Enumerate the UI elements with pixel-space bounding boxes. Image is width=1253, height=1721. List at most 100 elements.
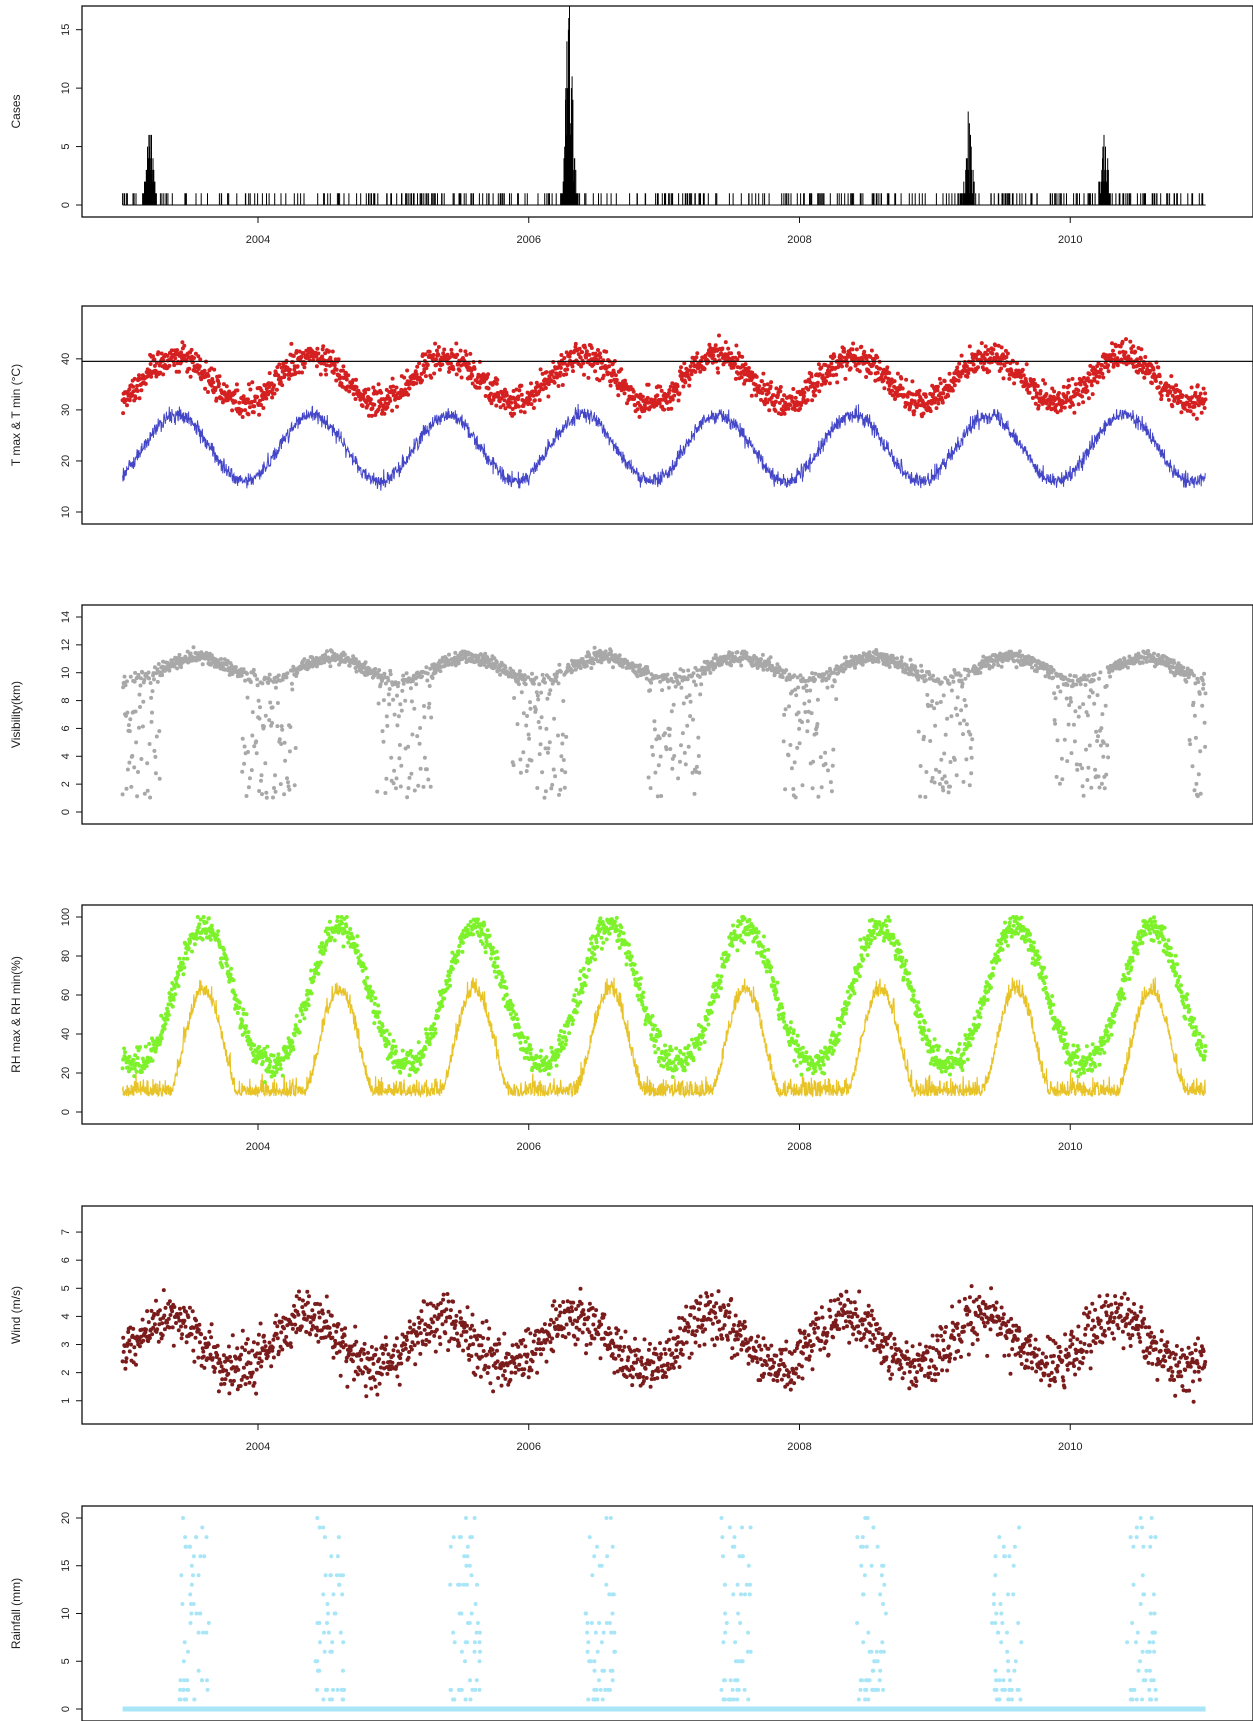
visibility-point — [493, 663, 498, 668]
tmax-point — [1041, 378, 1046, 383]
visibility-point — [424, 767, 429, 772]
visibility-point — [999, 664, 1004, 669]
visibility-point — [959, 678, 964, 683]
rhmax-point — [280, 1073, 285, 1078]
tmax-point — [518, 409, 523, 414]
visibility-point — [1118, 658, 1123, 663]
visibility-point — [591, 661, 596, 666]
tmax-point — [1095, 364, 1100, 369]
tmax-point — [677, 391, 682, 396]
tmax-point — [829, 361, 834, 366]
tmax-point — [230, 408, 235, 413]
rhmax-point — [158, 1039, 163, 1044]
tmax-point — [378, 401, 383, 406]
tmax-point — [971, 362, 976, 367]
tmax-point — [437, 367, 442, 372]
visibility-point — [266, 681, 271, 685]
visibility-point — [1086, 765, 1091, 770]
tmax-point — [390, 376, 395, 381]
tmax-point — [385, 405, 390, 410]
tmax-point — [458, 348, 463, 353]
visibility-point — [288, 725, 293, 729]
tmax-point — [370, 406, 375, 411]
tmax-point — [344, 387, 349, 392]
visibility-point — [910, 672, 915, 677]
rhmax-point — [122, 1046, 127, 1051]
tmax-point — [848, 352, 853, 357]
visibility-point — [946, 790, 951, 795]
visibility-point — [403, 698, 408, 703]
tmax-point — [425, 363, 430, 367]
tmax-point — [423, 374, 428, 379]
tmax-point — [334, 378, 339, 383]
tmax-point — [502, 398, 507, 403]
rhmax-point — [244, 1024, 248, 1029]
plot-frame — [81, 5, 1253, 218]
visibility-point — [253, 673, 258, 678]
visibility-point — [961, 779, 966, 784]
visibility-point — [1103, 703, 1108, 708]
visibility-point — [791, 787, 796, 791]
visibility-point — [603, 649, 608, 654]
tmax-point — [1170, 393, 1175, 398]
tmax-point — [1191, 412, 1196, 417]
tmax-point — [856, 361, 861, 366]
x-tick-label: 2006 — [516, 234, 540, 246]
visibility-point — [813, 671, 818, 676]
rhmax-point — [162, 1026, 167, 1031]
tmax-point — [817, 389, 822, 394]
tmax-point — [158, 370, 163, 375]
visibility-point — [377, 668, 382, 673]
tmax-point — [494, 403, 499, 408]
visibility-point — [325, 649, 329, 654]
tmax-point — [666, 391, 671, 396]
visibility-point — [668, 747, 673, 751]
visibility-point — [1203, 691, 1208, 696]
visibility-point — [529, 758, 534, 763]
visibility-point — [418, 726, 423, 730]
visibility-point — [533, 707, 538, 712]
visibility-point — [942, 751, 947, 756]
tmax-point — [137, 396, 142, 401]
visibility-point — [1072, 739, 1077, 744]
visibility-point — [405, 795, 410, 800]
visibility-point — [267, 718, 272, 723]
visibility-point — [942, 774, 947, 779]
rhmax-point — [248, 1046, 253, 1051]
tmax-point — [760, 391, 765, 395]
tmax-point — [562, 356, 567, 360]
tmax-point — [224, 384, 229, 389]
visibility-point — [559, 768, 564, 773]
visibility-point — [525, 763, 530, 768]
tmax-point — [360, 404, 365, 408]
rhmax-point — [140, 1056, 145, 1061]
visibility-point — [796, 685, 801, 690]
visibility-point — [1051, 668, 1056, 673]
tmax-point — [376, 382, 381, 387]
tmax-point — [597, 378, 602, 383]
visibility-point — [693, 683, 698, 687]
tmax-point — [983, 344, 988, 349]
visibility-point — [793, 795, 798, 800]
rhmax-point — [217, 939, 221, 944]
visibility-point — [413, 676, 418, 681]
tmax-point — [1051, 401, 1056, 406]
rhmax-point — [267, 1063, 272, 1068]
tmax-point — [315, 346, 320, 351]
tmax-point — [280, 383, 285, 388]
tmax-point — [827, 364, 831, 369]
tmax-point — [1005, 351, 1010, 356]
visibility-point — [1098, 743, 1103, 748]
tmax-point — [489, 401, 494, 406]
visibility-point — [559, 754, 564, 759]
tmax-point — [259, 403, 263, 407]
visibility-point — [729, 663, 734, 668]
tmax-point — [1170, 404, 1175, 409]
rhmax-point — [133, 1053, 138, 1058]
tmax-point — [782, 411, 787, 416]
rhmax-point — [210, 927, 215, 932]
visibility-point — [685, 723, 690, 728]
tmax-point — [864, 356, 869, 361]
visibility-point — [955, 713, 960, 717]
visibility-point — [730, 651, 735, 656]
